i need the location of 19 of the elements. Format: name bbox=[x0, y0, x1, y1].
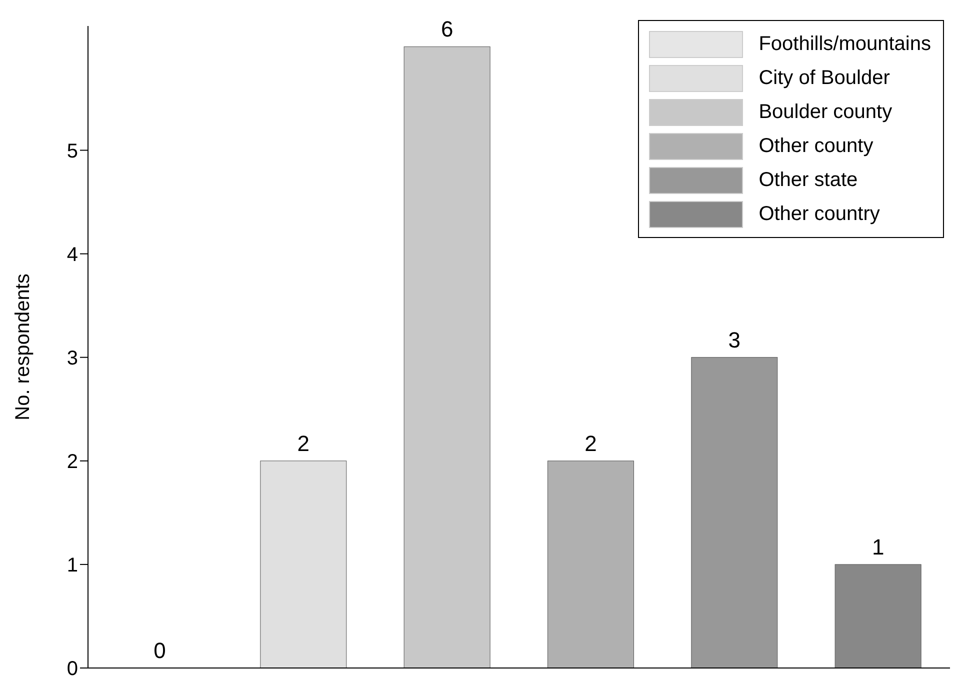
legend-label: Other country bbox=[758, 202, 880, 226]
data-label: 2 bbox=[584, 430, 597, 456]
legend-label: City of Boulder bbox=[758, 66, 890, 90]
data-label: 1 bbox=[872, 534, 884, 560]
y-tick-label: 4 bbox=[66, 244, 78, 266]
data-label: 0 bbox=[154, 638, 166, 663]
y-tick-label: 1 bbox=[66, 554, 78, 577]
y-tick-label: 3 bbox=[66, 347, 78, 370]
data-label: 3 bbox=[728, 327, 741, 352]
y-tick-label: 2 bbox=[66, 451, 78, 474]
y-axis-title: No. respondents bbox=[12, 274, 34, 420]
legend-label: Other county bbox=[758, 134, 874, 158]
legend-label: Boulder county bbox=[758, 100, 892, 124]
data-label: 2 bbox=[297, 430, 310, 456]
legend-label: Foothills/mountains bbox=[758, 32, 931, 56]
y-tick-label: 0 bbox=[66, 658, 78, 680]
legend-label: Other state bbox=[758, 168, 858, 192]
y-tick-label: 5 bbox=[66, 140, 78, 162]
data-label: 6 bbox=[440, 16, 454, 42]
